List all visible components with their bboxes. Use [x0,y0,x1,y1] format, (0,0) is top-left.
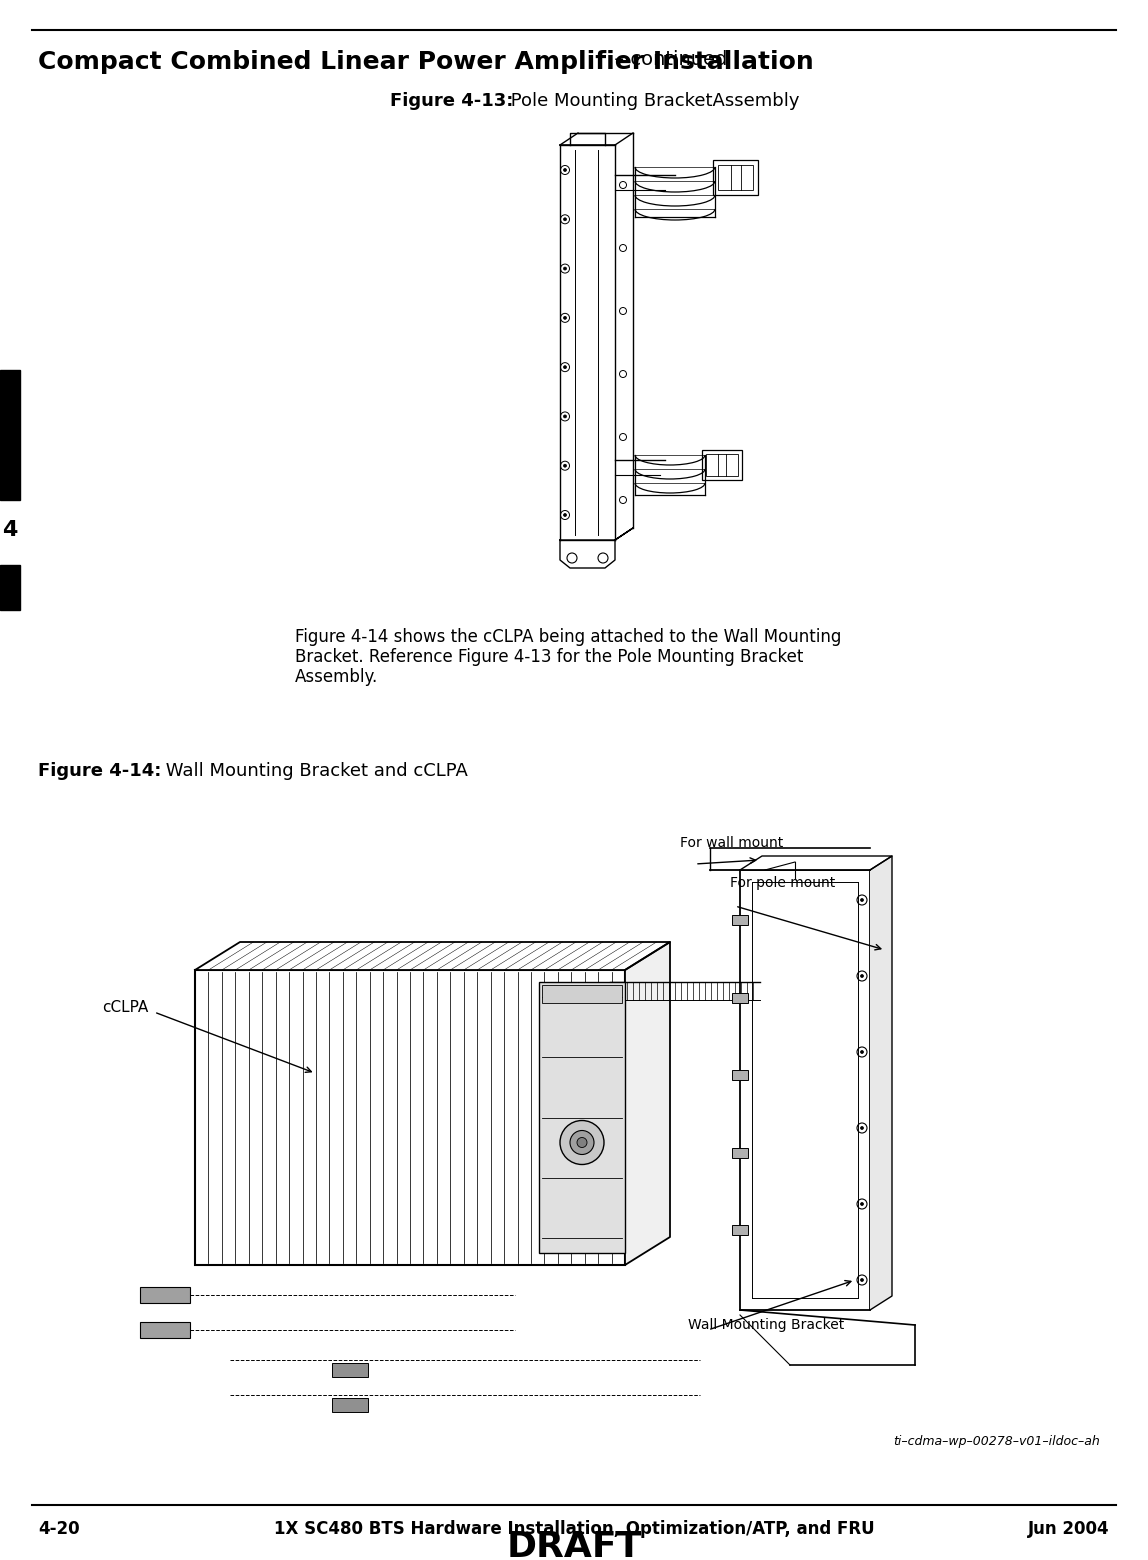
Bar [732,1225,748,1236]
Bar [732,992,748,1003]
Polygon shape [625,942,670,1265]
Bar [140,1287,191,1303]
Bar [0,370,20,501]
Bar [740,870,870,1310]
Text: Assembly.: Assembly. [295,668,378,686]
Text: – continued: – continued [608,50,728,69]
Text: Jun 2004: Jun 2004 [1029,1519,1110,1538]
Text: Pole Mounting BracketAssembly: Pole Mounting BracketAssembly [505,92,799,111]
Circle shape [571,1131,594,1154]
Polygon shape [740,856,892,870]
Text: For pole mount: For pole mount [730,877,836,891]
Text: For wall mount: For wall mount [680,836,783,850]
Bar [332,1398,369,1412]
Text: DRAFT: DRAFT [506,1530,642,1560]
Circle shape [564,465,566,466]
Text: Compact Combined Linear Power Amplifier Installation: Compact Combined Linear Power Amplifier … [38,50,814,73]
Bar [195,970,625,1265]
Bar [540,981,625,1253]
Circle shape [564,365,566,368]
Text: Wall Mounting Bracket and cCLPA: Wall Mounting Bracket and cCLPA [160,761,468,780]
Text: 4: 4 [2,519,17,540]
Circle shape [861,1050,863,1053]
Circle shape [861,975,863,978]
Bar [542,984,622,1003]
Circle shape [861,1126,863,1129]
Bar [718,165,753,190]
Text: cCLPA: cCLPA [102,1000,148,1016]
Circle shape [564,317,566,320]
Circle shape [564,415,566,418]
Text: Figure 4-13:: Figure 4-13: [390,92,513,111]
Bar [701,449,742,480]
Circle shape [564,267,566,270]
Circle shape [861,1279,863,1281]
Bar [332,1363,369,1377]
Text: Bracket. Reference Figure 4-13 for the Pole Mounting Bracket: Bracket. Reference Figure 4-13 for the P… [295,647,804,666]
Circle shape [577,1137,587,1148]
Polygon shape [870,856,892,1310]
Circle shape [564,218,566,222]
Bar [0,565,20,610]
Bar [706,454,738,476]
Bar [732,916,748,925]
Text: 1X SC480 BTS Hardware Installation, Optimization/ATP, and FRU: 1X SC480 BTS Hardware Installation, Opti… [273,1519,875,1538]
Bar [713,161,758,195]
Circle shape [564,168,566,172]
Polygon shape [195,942,670,970]
Bar [732,1070,748,1080]
Bar [140,1321,191,1338]
Text: ti–cdma–wp–00278–v01–ildoc–ah: ti–cdma–wp–00278–v01–ildoc–ah [893,1435,1100,1448]
Text: Figure 4-14 shows the cCLPA being attached to the Wall Mounting: Figure 4-14 shows the cCLPA being attach… [295,629,841,646]
Bar [732,1148,748,1158]
Text: Figure 4-14:: Figure 4-14: [38,761,162,780]
Text: 4-20: 4-20 [38,1519,79,1538]
Text: Wall Mounting Bracket: Wall Mounting Bracket [688,1318,844,1332]
Circle shape [861,899,863,902]
Circle shape [861,1203,863,1206]
Circle shape [564,513,566,516]
Circle shape [560,1120,604,1164]
